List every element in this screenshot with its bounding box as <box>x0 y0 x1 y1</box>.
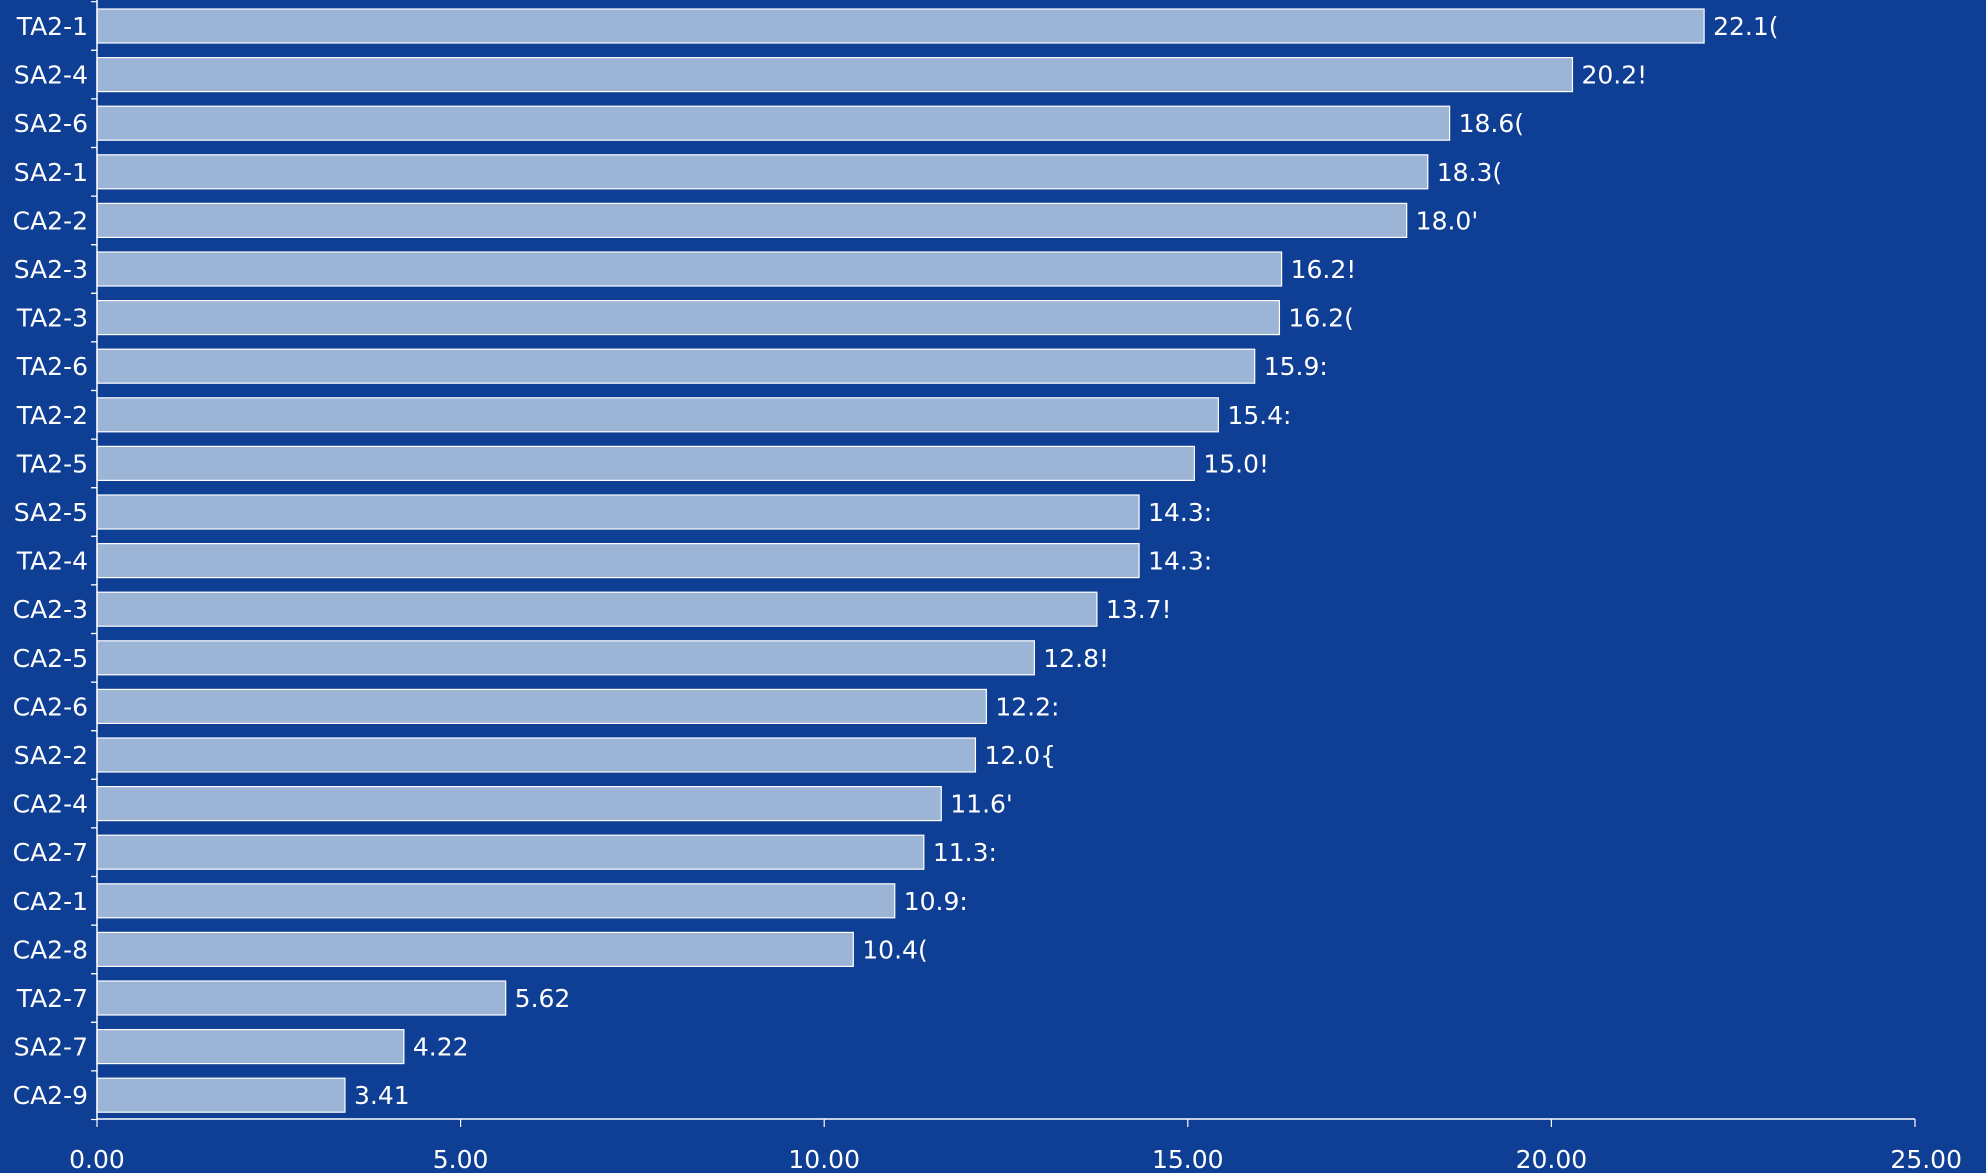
category-label: TA2-2 <box>16 401 88 430</box>
x-tick-label: 0.00 <box>69 1145 125 1173</box>
value-label: 13.7! <box>1106 595 1172 624</box>
category-label: CA2-1 <box>13 887 88 916</box>
value-label: 14.3: <box>1148 498 1212 527</box>
bar <box>96 348 1256 384</box>
category-label: SA2-3 <box>14 255 88 284</box>
category-label: TA2-7 <box>16 984 88 1013</box>
value-label: 22.1( <box>1713 12 1778 41</box>
value-label: 15.4: <box>1227 401 1291 430</box>
bar <box>96 202 1408 238</box>
x-tick-label: 5.00 <box>433 1145 489 1173</box>
category-label: CA2-8 <box>13 935 88 964</box>
category-label: TA2-5 <box>16 449 88 478</box>
bar <box>96 883 896 919</box>
category-label: SA2-2 <box>14 741 88 770</box>
bar <box>96 591 1098 627</box>
value-label: 14.3: <box>1148 547 1212 576</box>
value-label: 16.2( <box>1288 304 1353 333</box>
bar <box>96 105 1451 141</box>
bar <box>96 397 1219 433</box>
category-label: SA2-7 <box>14 1033 88 1062</box>
value-label: 12.8! <box>1043 644 1109 673</box>
bar <box>96 1077 346 1113</box>
value-label: 18.0' <box>1416 206 1479 235</box>
value-label: 5.62 <box>515 984 571 1013</box>
category-label: CA2-5 <box>13 644 88 673</box>
value-label: 10.4( <box>862 935 927 964</box>
category-label: CA2-6 <box>13 692 88 721</box>
category-label: CA2-4 <box>13 790 88 819</box>
category-label: SA2-1 <box>14 158 88 187</box>
value-label: 15.9: <box>1264 352 1328 381</box>
category-label: TA2-4 <box>16 547 88 576</box>
value-label: 18.3( <box>1437 158 1502 187</box>
bars-group <box>96 8 1705 1113</box>
value-label: 16.2! <box>1291 255 1357 284</box>
bar <box>96 640 1035 676</box>
category-label: SA2-5 <box>14 498 88 527</box>
bar <box>96 445 1195 481</box>
value-label: 18.6( <box>1459 109 1524 138</box>
value-label: 4.22 <box>413 1033 469 1062</box>
bar <box>96 785 942 822</box>
category-label: CA2-3 <box>13 595 88 624</box>
bar <box>96 8 1705 44</box>
x-tick-label: 20.00 <box>1516 1145 1588 1173</box>
value-label: 11.3: <box>933 838 997 867</box>
bar <box>96 980 507 1016</box>
bar <box>96 300 1281 336</box>
x-tick-label: 10.00 <box>788 1145 860 1173</box>
x-tick-label: 15.00 <box>1152 1145 1224 1173</box>
category-label: SA2-6 <box>14 109 88 138</box>
category-label: TA2-6 <box>16 352 88 381</box>
value-label: 10.9: <box>904 887 968 916</box>
bar <box>96 1028 405 1065</box>
labels-group: TA2-1 22.1( SA2-4 20.2! SA2-6 18.6( SA2-1 18.3(… <box>13 12 1962 1173</box>
value-label: 11.6' <box>950 790 1013 819</box>
bar <box>96 251 1283 287</box>
bar <box>96 688 987 725</box>
bar <box>96 56 1574 93</box>
bar <box>96 154 1429 190</box>
category-label: TA2-1 <box>16 12 88 41</box>
bar <box>96 494 1140 530</box>
value-label: 12.0{ <box>984 741 1056 770</box>
bar <box>96 542 1140 579</box>
category-label: TA2-3 <box>16 304 88 333</box>
axes-group <box>91 0 1916 1127</box>
value-label: 15.0! <box>1203 449 1269 478</box>
x-tick-label: 25.00 <box>1890 1145 1962 1173</box>
category-label: CA2-2 <box>13 206 88 235</box>
value-label: 20.2! <box>1581 61 1647 90</box>
category-label: CA2-9 <box>13 1081 88 1110</box>
bar <box>96 931 854 968</box>
category-label: SA2-4 <box>14 61 88 90</box>
value-label: 12.2: <box>995 692 1059 721</box>
category-label: CA2-7 <box>13 838 88 867</box>
bar <box>96 737 977 773</box>
value-label: 3.41 <box>354 1081 410 1110</box>
bar <box>96 834 925 870</box>
